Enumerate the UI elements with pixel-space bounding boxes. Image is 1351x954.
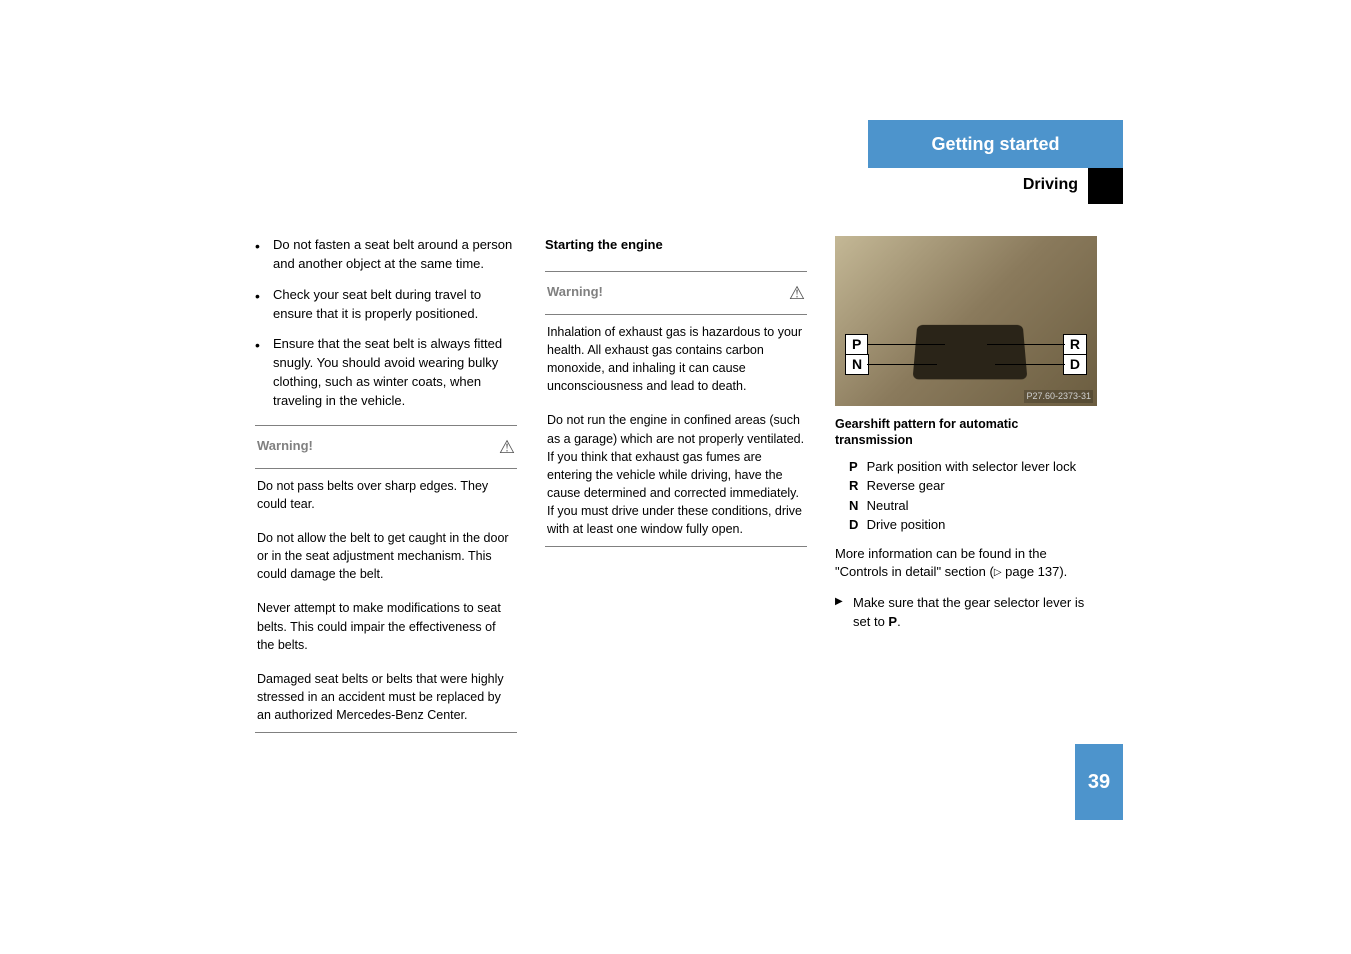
warning-para: Never attempt to make modifications to s…: [255, 591, 517, 661]
section-heading: Starting the engine: [545, 236, 807, 255]
warning-box-seatbelt: Warning! ⚠ Do not pass belts over sharp …: [255, 425, 517, 733]
warning-body: Do not pass belts over sharp edges. They…: [255, 469, 517, 732]
gear-letter: P: [849, 457, 863, 477]
bullet-item: Ensure that the seat belt is always fitt…: [255, 335, 517, 410]
chapter-header: Getting started: [868, 120, 1123, 168]
action-item: Make sure that the gear selector lever i…: [835, 594, 1097, 632]
section-title: Driving: [1023, 176, 1078, 194]
callout-line: [987, 344, 1065, 345]
more-info-text: More information can be found in the "Co…: [835, 545, 1097, 583]
warning-header: Warning! ⚠: [545, 272, 807, 315]
more-info-part2: page 137).: [1002, 564, 1068, 579]
warning-body: Inhalation of exhaust gas is hazardous t…: [545, 315, 807, 546]
figure-code: P27.60-2373-31: [1024, 390, 1093, 403]
gear-item: P Park position with selector lever lock: [849, 457, 1097, 477]
warning-triangle-icon: ⚠: [789, 280, 805, 306]
callout-line: [867, 364, 937, 365]
gear-item: N Neutral: [849, 496, 1097, 516]
gear-desc: Park position with selector lever lock: [867, 459, 1077, 474]
gear-label-n: N: [845, 354, 869, 375]
bullet-item: Do not fasten a seat belt around a perso…: [255, 236, 517, 274]
warning-header: Warning! ⚠: [255, 426, 517, 469]
warning-para: Do not pass belts over sharp edges. They…: [255, 469, 517, 521]
warning-para: Damaged seat belts or belts that were hi…: [255, 662, 517, 732]
warning-para: Do not run the engine in confined areas …: [545, 403, 807, 546]
gear-letter: N: [849, 496, 863, 516]
action-text-part2: .: [897, 614, 901, 629]
action-bold: P: [888, 614, 897, 629]
seatbelt-bullets: Do not fasten a seat belt around a perso…: [255, 236, 517, 411]
chapter-title: Getting started: [931, 134, 1059, 155]
callout-line: [867, 344, 945, 345]
gear-console-shape: [913, 325, 1028, 379]
gear-item: R Reverse gear: [849, 476, 1097, 496]
column-left: Do not fasten a seat belt around a perso…: [255, 236, 517, 733]
gear-letter: D: [849, 515, 863, 535]
bullet-item: Check your seat belt during travel to en…: [255, 286, 517, 324]
gear-position-list: P Park position with selector lever lock…: [835, 457, 1097, 535]
warning-label: Warning!: [547, 283, 603, 302]
column-right: P N R D P27.60-2373-31 Gearshift pattern…: [835, 236, 1097, 733]
action-list: Make sure that the gear selector lever i…: [835, 594, 1097, 632]
page-content: Do not fasten a seat belt around a perso…: [255, 236, 1095, 733]
gear-desc: Drive position: [867, 517, 946, 532]
section-tab: [1088, 168, 1123, 204]
gear-letter: R: [849, 476, 863, 496]
warning-label: Warning!: [257, 437, 313, 456]
figure-caption: Gearshift pattern for automatic transmis…: [835, 416, 1097, 449]
page-number: 39: [1075, 744, 1123, 820]
gear-label-d: D: [1063, 354, 1087, 375]
page-ref-icon: ▷: [994, 566, 1002, 581]
warning-para: Inhalation of exhaust gas is hazardous t…: [545, 315, 807, 404]
column-middle: Starting the engine Warning! ⚠ Inhalatio…: [545, 236, 807, 733]
warning-box-engine: Warning! ⚠ Inhalation of exhaust gas is …: [545, 271, 807, 547]
warning-para: Do not allow the belt to get caught in t…: [255, 521, 517, 591]
gear-item: D Drive position: [849, 515, 1097, 535]
callout-line: [995, 364, 1065, 365]
warning-triangle-icon: ⚠: [499, 434, 515, 460]
gear-label-r: R: [1063, 334, 1087, 355]
gearshift-figure: P N R D P27.60-2373-31: [835, 236, 1097, 406]
gear-desc: Reverse gear: [867, 478, 945, 493]
gear-label-p: P: [845, 334, 868, 355]
gear-desc: Neutral: [867, 498, 909, 513]
